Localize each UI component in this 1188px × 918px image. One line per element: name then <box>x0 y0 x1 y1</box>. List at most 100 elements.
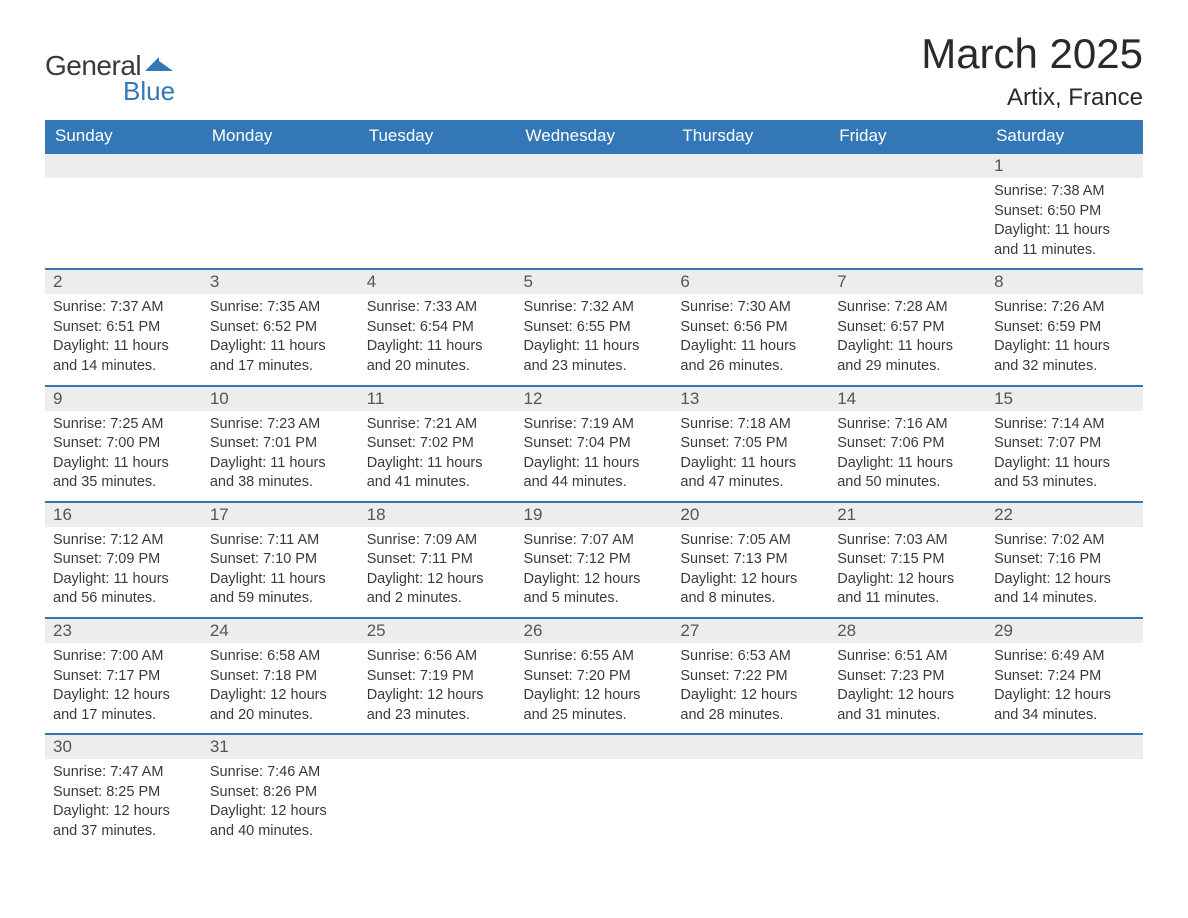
day-content: Sunrise: 7:26 AMSunset: 6:59 PMDaylight:… <box>986 294 1143 384</box>
day-number: 10 <box>202 385 359 411</box>
sunset-text: Sunset: 7:10 PM <box>210 550 351 570</box>
sunrise-text: Sunrise: 7:21 AM <box>367 415 508 435</box>
sunrise-text: Sunrise: 7:37 AM <box>53 298 194 318</box>
daylight-text: Daylight: 11 hours and 14 minutes. <box>53 337 194 376</box>
day-number <box>359 152 516 178</box>
day-content: Sunrise: 7:00 AMSunset: 7:17 PMDaylight:… <box>45 643 202 733</box>
calendar-day-cell: 19Sunrise: 7:07 AMSunset: 7:12 PMDayligh… <box>516 501 673 617</box>
day-number <box>986 733 1143 759</box>
day-content: Sunrise: 6:49 AMSunset: 7:24 PMDaylight:… <box>986 643 1143 733</box>
sunset-text: Sunset: 7:11 PM <box>367 550 508 570</box>
calendar-day-cell: 29Sunrise: 6:49 AMSunset: 7:24 PMDayligh… <box>986 617 1143 733</box>
calendar-day-cell: 2Sunrise: 7:37 AMSunset: 6:51 PMDaylight… <box>45 268 202 384</box>
day-number: 14 <box>829 385 986 411</box>
daylight-text: Daylight: 12 hours and 23 minutes. <box>367 686 508 725</box>
calendar-week-row: 9Sunrise: 7:25 AMSunset: 7:00 PMDaylight… <box>45 385 1143 501</box>
sunrise-text: Sunrise: 7:26 AM <box>994 298 1135 318</box>
sunset-text: Sunset: 7:24 PM <box>994 667 1135 687</box>
daylight-text: Daylight: 12 hours and 37 minutes. <box>53 802 194 841</box>
weekday-header: Wednesday <box>516 120 673 152</box>
sunset-text: Sunset: 8:25 PM <box>53 783 194 803</box>
day-content: Sunrise: 6:56 AMSunset: 7:19 PMDaylight:… <box>359 643 516 733</box>
calendar-body: 1Sunrise: 7:38 AMSunset: 6:50 PMDaylight… <box>45 152 1143 850</box>
day-number: 11 <box>359 385 516 411</box>
day-number: 22 <box>986 501 1143 527</box>
calendar-week-row: 30Sunrise: 7:47 AMSunset: 8:25 PMDayligh… <box>45 733 1143 849</box>
day-number <box>202 152 359 178</box>
day-content: Sunrise: 7:25 AMSunset: 7:00 PMDaylight:… <box>45 411 202 501</box>
calendar-day-cell: 5Sunrise: 7:32 AMSunset: 6:55 PMDaylight… <box>516 268 673 384</box>
day-content: Sunrise: 7:37 AMSunset: 6:51 PMDaylight:… <box>45 294 202 384</box>
sunrise-text: Sunrise: 6:53 AM <box>680 647 821 667</box>
sunset-text: Sunset: 7:23 PM <box>837 667 978 687</box>
sunrise-text: Sunrise: 7:16 AM <box>837 415 978 435</box>
sunrise-text: Sunrise: 7:23 AM <box>210 415 351 435</box>
sunrise-text: Sunrise: 6:55 AM <box>524 647 665 667</box>
daylight-text: Daylight: 11 hours and 56 minutes. <box>53 570 194 609</box>
daylight-text: Daylight: 12 hours and 28 minutes. <box>680 686 821 725</box>
calendar-day-cell: 16Sunrise: 7:12 AMSunset: 7:09 PMDayligh… <box>45 501 202 617</box>
day-number: 29 <box>986 617 1143 643</box>
day-content: Sunrise: 7:47 AMSunset: 8:25 PMDaylight:… <box>45 759 202 849</box>
calendar-day-cell <box>829 152 986 268</box>
day-content: Sunrise: 7:12 AMSunset: 7:09 PMDaylight:… <box>45 527 202 617</box>
sunset-text: Sunset: 7:01 PM <box>210 434 351 454</box>
sunrise-text: Sunrise: 7:46 AM <box>210 763 351 783</box>
day-number: 12 <box>516 385 673 411</box>
day-number: 6 <box>672 268 829 294</box>
sunset-text: Sunset: 7:06 PM <box>837 434 978 454</box>
sunrise-text: Sunrise: 7:38 AM <box>994 182 1135 202</box>
day-number <box>516 733 673 759</box>
daylight-text: Daylight: 11 hours and 23 minutes. <box>524 337 665 376</box>
sunset-text: Sunset: 7:12 PM <box>524 550 665 570</box>
calendar-day-cell: 7Sunrise: 7:28 AMSunset: 6:57 PMDaylight… <box>829 268 986 384</box>
calendar-day-cell: 31Sunrise: 7:46 AMSunset: 8:26 PMDayligh… <box>202 733 359 849</box>
sunrise-text: Sunrise: 7:33 AM <box>367 298 508 318</box>
weekday-header: Thursday <box>672 120 829 152</box>
sunset-text: Sunset: 7:20 PM <box>524 667 665 687</box>
day-number: 15 <box>986 385 1143 411</box>
day-content: Sunrise: 7:30 AMSunset: 6:56 PMDaylight:… <box>672 294 829 384</box>
day-content: Sunrise: 7:19 AMSunset: 7:04 PMDaylight:… <box>516 411 673 501</box>
sunrise-text: Sunrise: 7:02 AM <box>994 531 1135 551</box>
calendar-day-cell: 9Sunrise: 7:25 AMSunset: 7:00 PMDaylight… <box>45 385 202 501</box>
calendar-day-cell <box>359 733 516 849</box>
sunset-text: Sunset: 7:05 PM <box>680 434 821 454</box>
day-content: Sunrise: 7:03 AMSunset: 7:15 PMDaylight:… <box>829 527 986 617</box>
daylight-text: Daylight: 12 hours and 25 minutes. <box>524 686 665 725</box>
calendar-day-cell: 28Sunrise: 6:51 AMSunset: 7:23 PMDayligh… <box>829 617 986 733</box>
day-content: Sunrise: 6:58 AMSunset: 7:18 PMDaylight:… <box>202 643 359 733</box>
day-content: Sunrise: 7:32 AMSunset: 6:55 PMDaylight:… <box>516 294 673 384</box>
day-number: 19 <box>516 501 673 527</box>
sunrise-text: Sunrise: 7:07 AM <box>524 531 665 551</box>
sunset-text: Sunset: 7:19 PM <box>367 667 508 687</box>
day-number: 2 <box>45 268 202 294</box>
sunrise-text: Sunrise: 7:47 AM <box>53 763 194 783</box>
calendar-day-cell: 3Sunrise: 7:35 AMSunset: 6:52 PMDaylight… <box>202 268 359 384</box>
calendar-day-cell <box>516 733 673 849</box>
sunset-text: Sunset: 7:18 PM <box>210 667 351 687</box>
calendar-day-cell: 23Sunrise: 7:00 AMSunset: 7:17 PMDayligh… <box>45 617 202 733</box>
calendar-day-cell: 17Sunrise: 7:11 AMSunset: 7:10 PMDayligh… <box>202 501 359 617</box>
sunset-text: Sunset: 6:50 PM <box>994 202 1135 222</box>
weekday-header: Friday <box>829 120 986 152</box>
day-number: 30 <box>45 733 202 759</box>
daylight-text: Daylight: 12 hours and 14 minutes. <box>994 570 1135 609</box>
sunset-text: Sunset: 6:51 PM <box>53 318 194 338</box>
day-number <box>359 733 516 759</box>
day-content: Sunrise: 7:07 AMSunset: 7:12 PMDaylight:… <box>516 527 673 617</box>
daylight-text: Daylight: 11 hours and 35 minutes. <box>53 454 194 493</box>
weekday-header: Sunday <box>45 120 202 152</box>
calendar-day-cell: 12Sunrise: 7:19 AMSunset: 7:04 PMDayligh… <box>516 385 673 501</box>
sunset-text: Sunset: 6:52 PM <box>210 318 351 338</box>
calendar-day-cell <box>672 733 829 849</box>
calendar-day-cell <box>202 152 359 268</box>
sunset-text: Sunset: 7:22 PM <box>680 667 821 687</box>
calendar-day-cell: 18Sunrise: 7:09 AMSunset: 7:11 PMDayligh… <box>359 501 516 617</box>
sunrise-text: Sunrise: 7:19 AM <box>524 415 665 435</box>
day-content: Sunrise: 7:02 AMSunset: 7:16 PMDaylight:… <box>986 527 1143 617</box>
calendar-day-cell <box>516 152 673 268</box>
day-number <box>829 733 986 759</box>
daylight-text: Daylight: 11 hours and 29 minutes. <box>837 337 978 376</box>
logo: General Blue <box>45 50 175 107</box>
